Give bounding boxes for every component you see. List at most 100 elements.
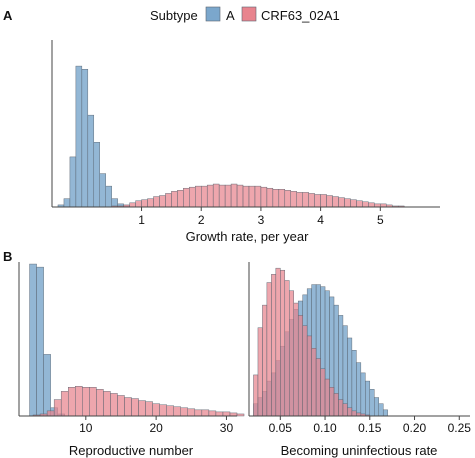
uninfectious-rate-bars [253,267,388,417]
histogram-bar-crf [180,407,188,417]
x-tick-label: 0.10 [313,421,337,435]
histogram-bar-a [81,68,89,208]
histogram-bar-crf [332,196,339,208]
histogram-bar-crf [60,391,69,417]
legend-label-a: A [226,8,235,23]
histogram-bar-crf [141,199,148,208]
histogram-bar-crf [272,189,280,208]
histogram-bar-crf [46,410,55,417]
histogram-bar-crf [138,400,146,417]
x-tick-label: 4 [317,213,324,227]
histogram-bar-crf [271,274,277,417]
histogram-bar-crf [257,327,263,417]
histogram-bar-crf [266,187,274,208]
histogram-bar-a [382,409,388,417]
histogram-bar-crf [280,269,286,417]
histogram-bar-crf [166,405,174,417]
histogram-bar-crf [147,198,154,208]
histogram-bar-crf [344,198,351,208]
histogram-bar-crf [351,410,357,417]
histogram-bar-crf [215,411,224,417]
histogram-bar-crf [194,409,203,417]
histogram-bar-crf [289,290,294,417]
x-tick-label: 0.25 [448,421,472,435]
histogram-bar-crf [222,411,231,417]
histogram-bar-a [93,142,100,208]
x-tick-label: 0.20 [403,421,427,435]
histogram-bar-a [87,114,95,208]
reproductive-number-xlabel: Reproductive number [69,443,194,458]
histogram-bar-a [342,325,348,417]
histogram-bar-crf [329,387,335,417]
histogram-bar-crf [152,403,160,417]
x-tick-label: 5 [377,213,384,227]
histogram-bar-crf [320,368,326,417]
x-tick-label: 3 [258,213,265,227]
legend-title: Subtype [150,8,198,23]
histogram-bar-crf [306,335,312,417]
histogram-bar-crf [326,195,333,208]
histogram-bar-crf [103,391,111,417]
histogram-bar-a [351,350,357,417]
histogram-bar-crf [338,197,345,208]
x-tick-label: 10 [79,421,93,435]
histogram-bar-crf [293,302,299,417]
histogram-bar-crf [145,401,153,417]
histogram-bar-crf [224,184,232,208]
histogram-bar-crf [254,185,262,208]
histogram-bar-a [43,354,51,417]
histogram-bar-crf [159,195,166,208]
histogram-bar-crf [278,189,286,208]
histogram-bar-crf [195,185,202,208]
legend: Subtype A CRF63_02A1 [150,6,340,23]
growth-rate-xlabel: Growth rate, per year [186,229,309,244]
histogram-bar-crf [96,389,104,417]
histogram-bar-crf [206,184,214,208]
histogram-bar-crf [68,387,76,417]
histogram-bar-crf [368,202,375,208]
panel-letter-b: B [3,249,12,264]
histogram-bar-a [365,380,371,417]
histogram-bar-crf [189,186,196,208]
histogram-bar-crf [262,304,268,417]
growth-rate-axes: 1 2 3 4 5 [51,40,440,227]
histogram-bar-a [99,173,106,208]
histogram-bar-crf [290,191,297,208]
x-tick-label: 20 [149,421,163,435]
histogram-bar-crf [183,187,190,208]
histogram-bar-crf [230,183,238,208]
uninfectious-rate-xlabel: Becoming uninfectious rate [281,443,438,458]
histogram-bar-crf [275,267,281,417]
histogram-bar-crf [201,409,210,417]
histogram-bar-crf [153,196,160,208]
growth-rate-bars [57,65,405,208]
histogram-bar-crf [320,194,327,208]
histogram-bar-crf [342,403,348,417]
growth-rate-histogram: 1 2 3 4 5 Growth rate, per year [51,40,440,244]
histogram-bar-a [29,263,37,417]
histogram-bar-crf [208,410,217,417]
histogram-bar-crf [75,386,83,417]
histogram-bar-crf [333,393,339,417]
histogram-bar-a [356,362,362,417]
histogram-bar-crf [297,315,303,417]
histogram-bar-crf [201,185,208,208]
histogram-bar-crf [171,191,178,208]
histogram-bar-a [105,185,112,208]
histogram-bar-crf [314,194,321,208]
histogram-bar-crf [212,183,220,208]
histogram-bar-a [69,156,77,208]
histogram-bar-crf [338,399,344,417]
legend-label-crf: CRF63_02A1 [261,8,340,23]
histogram-bar-a [360,372,366,417]
histogram-bar-crf [53,399,62,417]
histogram-bar-crf [311,348,317,417]
histogram-bar-crf [236,413,245,417]
histogram-bar-a [75,65,83,208]
histogram-bar-crf [356,200,363,208]
x-tick-label: 1 [138,213,145,227]
histogram-bar-a [347,337,353,417]
histogram-bar-crf [124,397,132,417]
histogram-bar-crf [266,282,272,417]
